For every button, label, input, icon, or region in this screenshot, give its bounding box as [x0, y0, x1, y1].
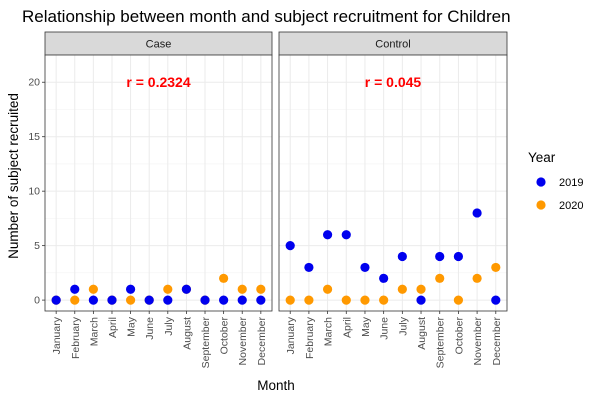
x-tick-label: February [70, 316, 82, 359]
x-tick-label: August [181, 317, 193, 350]
correlation-annotation: r = 0.045 [365, 74, 422, 90]
x-tick-label: April [107, 317, 119, 338]
legend-title: Year [528, 150, 556, 165]
x-tick-label: May [360, 316, 372, 337]
facet-strip-label: Case [146, 39, 172, 51]
point-control-2020-december [491, 262, 501, 273]
x-tick-label: August [416, 317, 428, 350]
panel-border [44, 54, 273, 312]
point-case-2019-june [144, 295, 154, 305]
point-control-2020-may [360, 295, 370, 305]
point-control-2019-march [322, 230, 333, 240]
point-control-2020-july [397, 284, 407, 294]
point-case-2019-july [163, 295, 173, 305]
point-control-2019-october [453, 251, 464, 262]
y-tick-label: 5 [34, 240, 40, 252]
point-control-2020-october [453, 295, 464, 305]
point-case-2019-february [70, 284, 80, 294]
y-axis: 0 5 10 15 20 [28, 77, 45, 307]
point-case-2019-may [125, 284, 136, 294]
y-tick-label: 0 [34, 295, 40, 307]
point-control-2020-april [341, 295, 351, 305]
x-tick-label: March [88, 317, 100, 346]
correlation-annotation: r = 0.2324 [126, 74, 190, 90]
x-tick-label: June [379, 317, 391, 340]
point-control-2020-august [416, 284, 426, 294]
panel-background [45, 55, 272, 311]
point-case-2019-january [51, 295, 61, 305]
point-control-2019-december [491, 295, 501, 305]
point-case-2019-december [256, 295, 266, 305]
point-control-2019-may [360, 262, 370, 273]
x-tick-label: September [200, 317, 212, 369]
x-tick-label: November [472, 316, 484, 365]
chart-title: Relationship between month and subject r… [22, 7, 511, 26]
point-control-2019-february [304, 262, 314, 273]
point-case-2020-february [70, 295, 80, 305]
point-case-2019-september [200, 295, 210, 305]
point-case-2020-november [237, 284, 247, 294]
x-tick-label: March [323, 317, 335, 346]
panel-case: Case January February March April May June July… [44, 31, 273, 369]
point-case-2019-august [181, 284, 192, 294]
point-control-2020-march [322, 284, 333, 294]
point-control-2019-november [472, 208, 482, 218]
x-tick-label: January [51, 316, 63, 354]
x-tick-label: October [219, 317, 231, 355]
panel-background [279, 55, 507, 311]
legend-key-2019 [536, 177, 546, 187]
x-tick-label: January [285, 316, 297, 354]
facet-strip-label: Control [375, 39, 410, 51]
point-case-2020-march [88, 284, 98, 294]
x-tick-label: December [256, 316, 268, 365]
point-control-2019-august [416, 295, 426, 305]
point-control-2019-april [341, 230, 351, 240]
point-case-2019-november [237, 295, 247, 305]
point-control-2020-november [472, 273, 482, 283]
y-tick-label: 10 [28, 186, 40, 198]
point-control-2019-july [397, 251, 407, 262]
point-control-2020-june [379, 295, 389, 305]
x-tick-label: April [341, 317, 353, 338]
point-case-2020-july [163, 284, 173, 294]
legend-key-2020 [536, 200, 546, 210]
x-tick-label: June [144, 317, 156, 340]
y-tick-label: 20 [28, 77, 40, 89]
x-tick-label: May [126, 316, 138, 337]
point-case-2019-april [107, 295, 117, 305]
point-case-2020-december [256, 284, 266, 294]
facet-panels: Case January February March April May June July… [44, 31, 508, 369]
x-tick-label: February [304, 316, 316, 359]
point-control-2020-september [435, 273, 445, 283]
legend-label-2020: 2020 [559, 200, 583, 212]
x-axis-title: Month [257, 378, 295, 393]
x-tick-label: October [453, 317, 465, 355]
point-control-2020-january [285, 295, 295, 305]
y-tick-label: 15 [28, 131, 40, 143]
panel-control: Control January February March April May June J… [278, 31, 508, 369]
x-tick-label: September [435, 317, 447, 369]
x-tick-label: December [491, 316, 503, 365]
x-tick-label: July [163, 316, 175, 335]
point-case-2019-march [88, 295, 98, 305]
x-tick-label: November [237, 316, 249, 365]
point-control-2019-september [435, 251, 445, 262]
point-case-2020-october [219, 273, 229, 283]
legend: Year 2019 2020 [528, 150, 583, 212]
point-case-2019-october [219, 295, 229, 305]
x-tick-label: July [397, 316, 409, 335]
legend-label-2019: 2019 [559, 177, 583, 189]
point-control-2019-january [285, 241, 295, 251]
panel-border [278, 54, 508, 312]
y-axis-title: Number of subject recruited [6, 93, 21, 259]
point-case-2020-may [125, 295, 136, 305]
point-control-2020-february [304, 295, 314, 305]
point-control-2019-june [379, 273, 389, 283]
